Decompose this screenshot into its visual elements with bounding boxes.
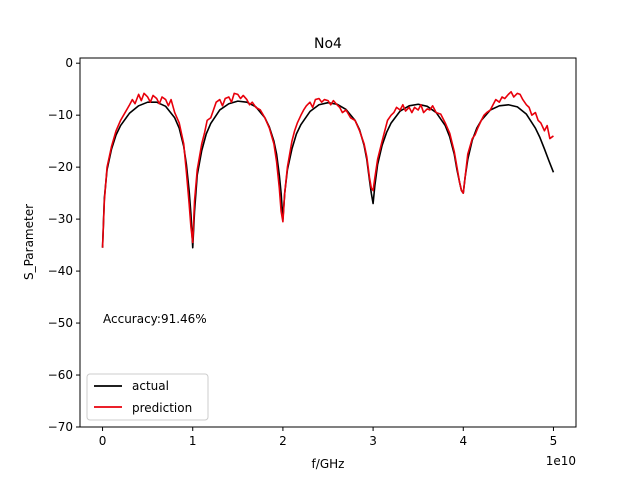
- x-axis: 0 1 2 3 4 5: [99, 427, 558, 448]
- x-axis-label: f/GHz: [312, 457, 345, 471]
- y-tick-label: −50: [48, 316, 73, 330]
- y-tick-label: −30: [48, 212, 73, 226]
- x-tick-label: 3: [369, 434, 377, 448]
- plot-area: [79, 57, 577, 428]
- x-tick-label: 4: [459, 434, 467, 448]
- y-axis-label: S_Parameter: [22, 204, 36, 280]
- y-tick-label: −10: [48, 108, 73, 122]
- plot-frame: [79, 57, 577, 428]
- y-tick-label: −20: [48, 160, 73, 174]
- x-tick-label: 0: [99, 434, 107, 448]
- y-tick-label: −60: [48, 368, 73, 382]
- legend: actual prediction: [86, 373, 209, 421]
- chart-title: No4: [314, 36, 342, 52]
- x-tick-label: 2: [279, 434, 287, 448]
- y-tick-label: 0: [65, 56, 73, 70]
- legend-label-prediction: prediction: [132, 401, 192, 415]
- legend-label-actual: actual: [132, 379, 169, 393]
- x-tick-label: 1: [189, 434, 197, 448]
- accuracy-annotation: Accuracy:91.46%: [103, 312, 207, 326]
- x-axis-offset-text: 1e10: [546, 454, 576, 468]
- y-tick-label: −40: [48, 264, 73, 278]
- series-line-prediction: [101, 90, 554, 248]
- y-tick-label: −70: [48, 420, 73, 434]
- x-tick-label: 5: [550, 434, 558, 448]
- y-axis: 0 −10 −20 −30 −40 −50 −60 −70: [48, 56, 80, 434]
- series-layer: [101, 90, 555, 249]
